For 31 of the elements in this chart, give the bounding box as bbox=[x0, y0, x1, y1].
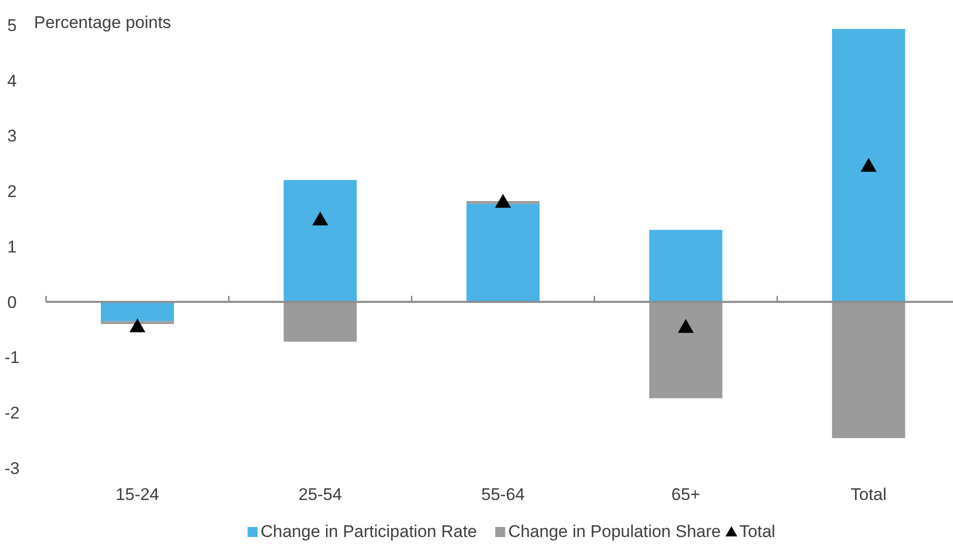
bar bbox=[284, 180, 357, 302]
bar bbox=[649, 230, 722, 302]
bar bbox=[832, 28, 906, 302]
legend-label: Change in Population Share bbox=[508, 522, 721, 541]
legend-label: Total bbox=[739, 522, 776, 541]
point bbox=[312, 212, 328, 226]
y-tick-label: 5 bbox=[7, 16, 17, 35]
y-tick-label: 3 bbox=[7, 126, 17, 146]
x-tick-label: 25-54 bbox=[298, 485, 342, 504]
bar bbox=[649, 302, 722, 398]
x-tick-label: Total bbox=[850, 485, 887, 504]
x-tick-label: 55-64 bbox=[481, 485, 525, 504]
x-tick-label: 15-24 bbox=[116, 485, 160, 504]
y-tick-label: -3 bbox=[4, 458, 20, 478]
bar bbox=[832, 302, 906, 438]
y-tick-label: 2 bbox=[7, 182, 17, 202]
point bbox=[495, 194, 511, 208]
bar bbox=[284, 302, 357, 342]
y-tick-label: -1 bbox=[4, 348, 20, 368]
legend-label: Change in Participation Rate bbox=[260, 522, 478, 541]
point bbox=[678, 319, 694, 333]
y-tick-label: 0 bbox=[7, 292, 17, 312]
y-tick-label: 1 bbox=[7, 237, 17, 256]
y-axis-title: Percentage points bbox=[34, 13, 172, 32]
point bbox=[860, 158, 877, 172]
x-tick-label: 65+ bbox=[671, 485, 700, 504]
bar bbox=[100, 302, 174, 322]
y-tick-label: 4 bbox=[7, 71, 17, 90]
y-tick-label: -2 bbox=[4, 404, 20, 423]
bar bbox=[466, 204, 540, 302]
point bbox=[129, 318, 146, 332]
